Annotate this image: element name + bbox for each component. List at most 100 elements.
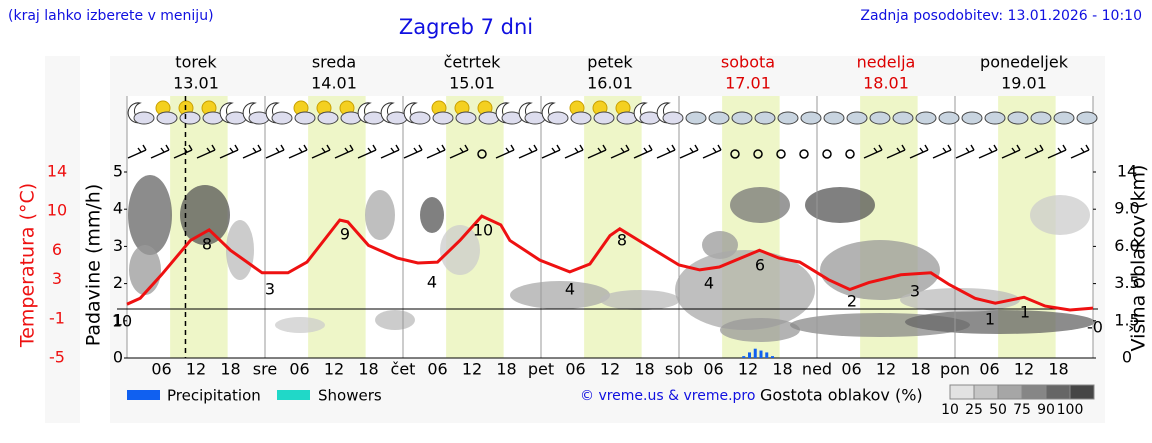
wind-barb (403, 144, 423, 159)
cloud-legend-box (1069, 384, 1095, 400)
x-tick-label: 06 (289, 360, 309, 379)
y2-axis-title: Višina oblakov (km) (1128, 165, 1150, 352)
temperature-axis-title: Temperatura (°C) (17, 183, 39, 348)
wind-barb (909, 144, 929, 159)
cloud-icon (271, 111, 293, 125)
wind-barb (863, 144, 883, 159)
cloud-icon (708, 111, 730, 125)
x-tick-label: 12 (600, 360, 620, 379)
calm-wind (845, 149, 855, 159)
wind-barb (1047, 144, 1067, 159)
cloud-density (805, 187, 875, 223)
wind-barb (702, 144, 722, 159)
day-date: 16.01 (587, 74, 633, 93)
cloud-density (730, 187, 790, 223)
wind-barb (656, 144, 676, 159)
cloud-icon (294, 111, 316, 125)
day-name: ponedeljek (980, 53, 1069, 72)
x-tick-label: 12 (876, 360, 896, 379)
temperature-extreme: 4 (427, 273, 437, 292)
cloud-legend-label: 90 (1037, 402, 1055, 418)
cloud-icon (754, 111, 776, 125)
temperature-tick-label: 6 (52, 240, 62, 259)
cloud-density (420, 197, 444, 233)
day-date: 14.01 (311, 74, 357, 93)
x-tick-label: ned (802, 360, 832, 379)
y-tick-label: 5 (113, 162, 123, 181)
y-tick-label: 2 (113, 273, 123, 292)
cloud-legend-title: Gostota oblakov (%) (760, 386, 923, 405)
wind-barb (587, 144, 607, 159)
cloud-legend-label: 75 (1013, 402, 1031, 418)
cloud-legend-box (997, 384, 1023, 400)
temperature-extreme: 10 (112, 312, 132, 331)
y2-tick-label: 0 (1122, 348, 1132, 367)
wind-barb (242, 144, 262, 159)
cloud-legend-label: 50 (989, 402, 1007, 418)
day-date: 18.01 (863, 74, 909, 93)
wind-barb (196, 144, 216, 159)
x-tick-label: 12 (1014, 360, 1034, 379)
cloud-icon (409, 111, 431, 125)
precipitation-bar (748, 352, 751, 358)
wind-barb (886, 144, 906, 159)
y-tick-label: 0 (113, 348, 123, 367)
x-tick-label: 12 (462, 360, 482, 379)
wind-barb (541, 144, 561, 159)
y-tick-label: 3 (113, 236, 123, 255)
precipitation-bar (753, 348, 757, 358)
wind-barb (150, 144, 170, 159)
x-tick-label: 12 (738, 360, 758, 379)
wind-barb (219, 144, 239, 159)
cloud-icon (984, 111, 1006, 125)
cloud-legend-box (1045, 384, 1071, 400)
x-tick-label: sob (665, 360, 693, 379)
calm-wind (799, 149, 809, 159)
temperature-extreme: 4 (704, 274, 714, 293)
wind-barb (955, 144, 975, 159)
x-tick-label: 18 (496, 360, 516, 379)
cloud-icon (892, 111, 914, 125)
day-name: sobota (721, 53, 775, 72)
cloud-icon (156, 111, 178, 125)
wind-barb (495, 144, 515, 159)
wind-barb (127, 144, 147, 159)
wind-barb (288, 144, 308, 159)
calm-wind (776, 149, 786, 159)
cloud-density (129, 245, 161, 295)
legend-swatch (127, 390, 160, 400)
temperature-extreme: 1 (985, 310, 995, 329)
cloud-icon (133, 111, 155, 125)
cloud-icon (662, 111, 684, 125)
y-tick-label: 4 (113, 199, 123, 218)
cloud-density (905, 310, 1095, 334)
temperature-extreme: 6 (755, 256, 765, 275)
cloud-icon (1053, 111, 1075, 125)
temperature-extreme: 3 (265, 280, 275, 299)
day-name: torek (175, 53, 217, 72)
cloud-density (375, 310, 415, 330)
cloud-icon (869, 111, 891, 125)
cloud-icon (1076, 111, 1098, 125)
cloud-density (440, 225, 480, 275)
wind-barb (518, 144, 538, 159)
wind-barb (265, 144, 285, 159)
calm-wind (753, 149, 763, 159)
left-panel (45, 56, 80, 423)
x-tick-label: pet (528, 360, 554, 379)
temperature-extreme: -0 (1087, 318, 1103, 337)
temperature-extreme: 4 (565, 280, 575, 299)
temperature-tick-label: 10 (47, 201, 67, 220)
wind-barb (610, 144, 630, 159)
cloud-density (275, 317, 325, 333)
wind-barb (1024, 144, 1044, 159)
cloud-icon (317, 111, 339, 125)
temperature-tick-label: -5 (49, 348, 65, 367)
temperature-tick-label: 14 (47, 162, 67, 181)
temperature-extreme: 10 (473, 221, 493, 240)
cloud-density (128, 175, 172, 255)
y2-tick-label: 14 (1117, 162, 1137, 181)
x-tick-label: čet (391, 360, 416, 379)
credit: © vreme.us & vreme.pro (580, 388, 755, 404)
